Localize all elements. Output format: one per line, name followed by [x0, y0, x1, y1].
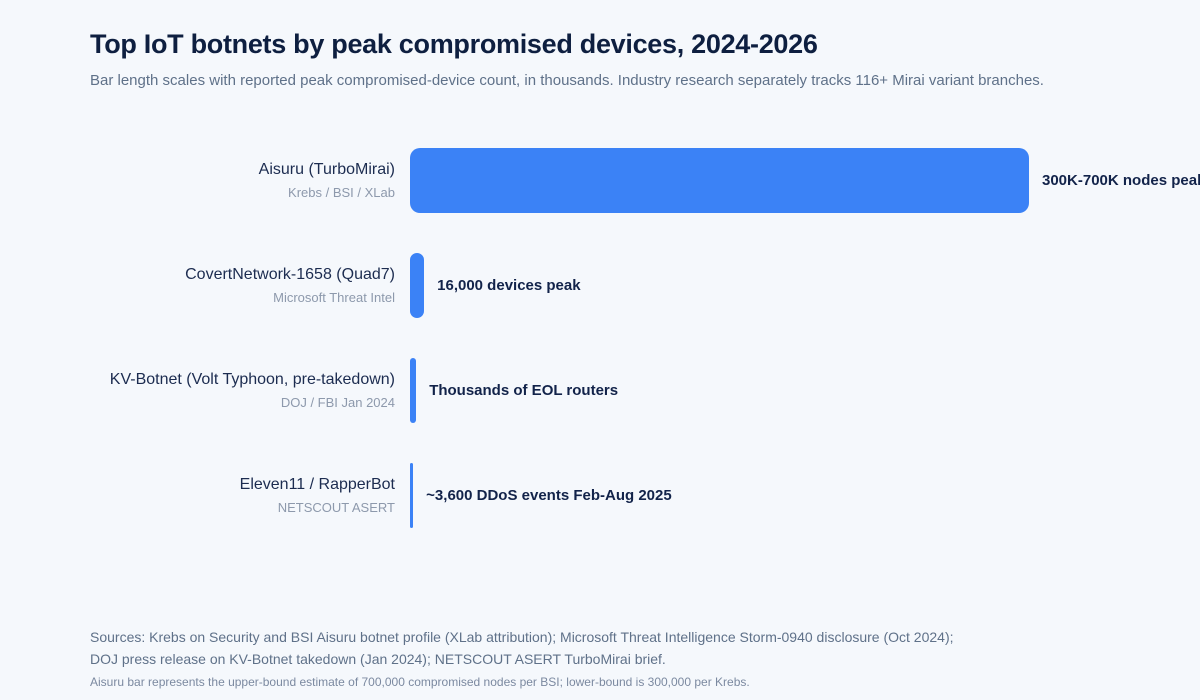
row-label-block: Eleven11 / RapperBot NETSCOUT ASERT: [90, 476, 395, 515]
bar-chart: Aisuru (TurboMirai) Krebs / BSI / XLab 3…: [90, 148, 1200, 568]
bar: [410, 358, 417, 423]
bar: [410, 253, 425, 318]
category-label: Aisuru (TurboMirai): [258, 161, 395, 178]
row-label-block: Aisuru (TurboMirai) Krebs / BSI / XLab: [90, 161, 395, 200]
chart-row: Aisuru (TurboMirai) Krebs / BSI / XLab 3…: [90, 148, 1200, 213]
sources-line-2: DOJ press release on KV-Botnet takedown …: [90, 651, 666, 667]
sources-line-1: Sources: Krebs on Security and BSI Aisur…: [90, 629, 954, 645]
row-label-block: KV-Botnet (Volt Typhoon, pre-takedown) D…: [90, 371, 395, 410]
chart-row: CovertNetwork-1658 (Quad7) Microsoft Thr…: [90, 253, 1200, 318]
bar-zone: ~3,600 DDoS events Feb-Aug 2025: [410, 463, 1200, 528]
bar-zone: 300K-700K nodes peak: [410, 148, 1200, 213]
page-title: Top IoT botnets by peak compromised devi…: [90, 29, 818, 59]
source-label: Krebs / BSI / XLab: [288, 185, 395, 200]
source-label: Microsoft Threat Intel: [273, 290, 395, 305]
chart-footer: Sources: Krebs on Security and BSI Aisur…: [90, 626, 1160, 689]
value-label: ~3,600 DDoS events Feb-Aug 2025: [426, 487, 672, 504]
category-label: CovertNetwork-1658 (Quad7): [185, 266, 395, 283]
category-label: Eleven11 / RapperBot: [239, 476, 395, 493]
value-label: 300K-700K nodes peak: [1042, 172, 1200, 189]
bar-zone: 16,000 devices peak: [410, 253, 1200, 318]
bar-zone: Thousands of EOL routers: [410, 358, 1200, 423]
source-label: DOJ / FBI Jan 2024: [280, 395, 395, 410]
chart-row: Eleven11 / RapperBot NETSCOUT ASERT ~3,6…: [90, 463, 1200, 528]
source-label: NETSCOUT ASERT: [277, 500, 395, 515]
chart-subtitle: Bar length scales with reported peak com…: [90, 72, 1044, 89]
bar: [410, 463, 414, 528]
footnote: Aisuru bar represents the upper-bound es…: [90, 675, 750, 689]
chart-row: KV-Botnet (Volt Typhoon, pre-takedown) D…: [90, 358, 1200, 423]
value-label: Thousands of EOL routers: [429, 382, 619, 399]
category-label: KV-Botnet (Volt Typhoon, pre-takedown): [109, 371, 395, 388]
row-label-block: CovertNetwork-1658 (Quad7) Microsoft Thr…: [90, 266, 395, 305]
value-label: 16,000 devices peak: [437, 277, 581, 294]
bar: [410, 148, 1029, 213]
